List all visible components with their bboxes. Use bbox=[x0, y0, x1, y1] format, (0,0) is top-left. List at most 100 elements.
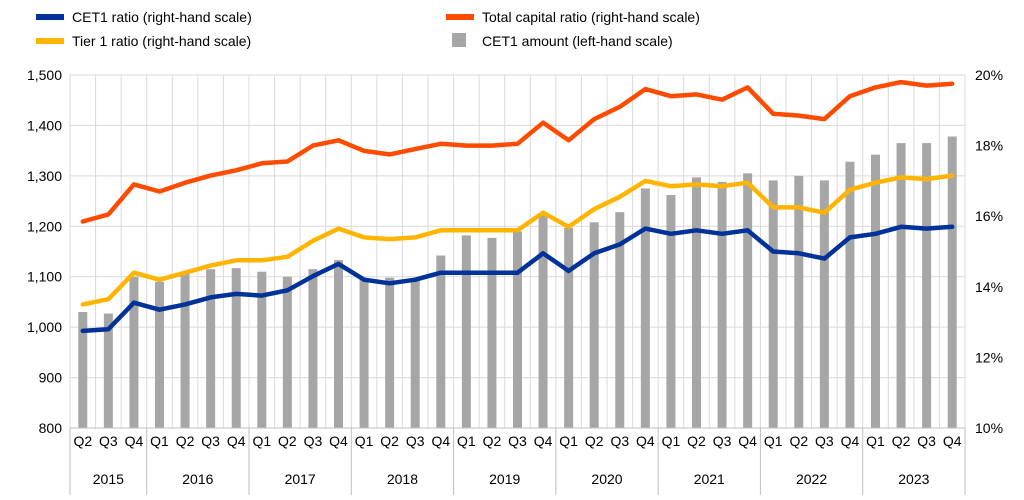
right-tick-label: 16% bbox=[975, 208, 1003, 224]
quarter-label: Q2 bbox=[176, 433, 195, 449]
bar-cet1-amount bbox=[615, 212, 625, 428]
year-label: 2016 bbox=[182, 471, 213, 487]
legend-label-tier1-ratio: Tier 1 ratio (right-hand scale) bbox=[72, 33, 251, 49]
quarter-label: Q4 bbox=[329, 433, 348, 449]
quarter-label: Q2 bbox=[892, 433, 911, 449]
bar-cet1-amount bbox=[257, 271, 267, 428]
bar-cet1-amount bbox=[206, 269, 216, 428]
legend-swatch-cet1-amount bbox=[452, 33, 466, 47]
right-tick-label: 10% bbox=[975, 420, 1003, 436]
line-tier-1-ratio bbox=[80, 173, 955, 307]
legend-swatch-tier1-ratio bbox=[36, 38, 64, 44]
quarter-label: Q1 bbox=[662, 433, 681, 449]
quarter-label: Q2 bbox=[789, 433, 808, 449]
quarter-label: Q3 bbox=[917, 433, 936, 449]
quarter-label: Q3 bbox=[99, 433, 118, 449]
legend-label-cet1-ratio: CET1 ratio (right-hand scale) bbox=[72, 9, 252, 25]
quarter-label: Q2 bbox=[73, 433, 92, 449]
bar-cet1-amount bbox=[487, 237, 497, 428]
left-tick-label: 1,100 bbox=[27, 269, 62, 285]
bar-cet1-amount bbox=[922, 143, 932, 429]
bar-cet1-amount bbox=[871, 154, 880, 429]
bar-cet1-amount bbox=[359, 279, 369, 428]
quarter-label: Q4 bbox=[636, 433, 655, 449]
quarter-label: Q4 bbox=[534, 433, 553, 449]
quarter-label: Q4 bbox=[227, 433, 246, 449]
quarter-label: Q1 bbox=[457, 433, 476, 449]
quarter-label: Q3 bbox=[406, 433, 425, 449]
quarter-label: Q3 bbox=[508, 433, 527, 449]
right-tick-label: 12% bbox=[975, 349, 1003, 365]
year-label: 2022 bbox=[796, 471, 827, 487]
bar-cet1-amount bbox=[794, 175, 804, 428]
quarter-label: Q3 bbox=[201, 433, 220, 449]
quarter-label: Q4 bbox=[125, 433, 144, 449]
legend: CET1 ratio (right-hand scale) Total capi… bbox=[36, 9, 700, 49]
left-tick-label: 900 bbox=[39, 370, 63, 386]
quarter-label: Q1 bbox=[355, 433, 374, 449]
quarter-label: Q2 bbox=[687, 433, 706, 449]
year-label: 2015 bbox=[93, 471, 124, 487]
right-tick-label: 14% bbox=[975, 279, 1003, 295]
year-label: 2020 bbox=[591, 471, 622, 487]
left-tick-label: 1,200 bbox=[27, 218, 62, 234]
bar-cet1-amount bbox=[538, 213, 548, 428]
right-tick-label: 20% bbox=[975, 67, 1003, 83]
bar-cet1-amount bbox=[640, 188, 650, 428]
bar-cet1-amount bbox=[103, 313, 113, 428]
quarter-label: Q4 bbox=[943, 433, 962, 449]
quarter-label: Q4 bbox=[738, 433, 757, 449]
bar-cet1-amount bbox=[666, 195, 676, 428]
left-tick-label: 1,000 bbox=[27, 319, 62, 335]
line-cet1-ratio bbox=[80, 224, 955, 334]
year-label: 2023 bbox=[898, 471, 929, 487]
year-label: 2018 bbox=[387, 471, 418, 487]
bar-cet1-amount bbox=[461, 235, 471, 428]
quarter-label: Q3 bbox=[815, 433, 834, 449]
bar-cet1-amount bbox=[819, 180, 829, 428]
quarter-label: Q1 bbox=[559, 433, 578, 449]
quarter-label: Q3 bbox=[610, 433, 629, 449]
bar-cet1-amount bbox=[896, 143, 906, 429]
quarter-label: Q2 bbox=[278, 433, 297, 449]
bar-cet1-amount bbox=[308, 269, 318, 428]
bar-cet1-amount bbox=[743, 173, 753, 428]
quarter-label: Q2 bbox=[380, 433, 399, 449]
year-label: 2021 bbox=[694, 471, 725, 487]
bar-cet1-amount bbox=[78, 312, 88, 428]
bar-cet1-amount bbox=[513, 231, 522, 428]
bar-cet1-amount bbox=[180, 272, 190, 428]
quarter-label: Q2 bbox=[585, 433, 604, 449]
quarter-label: Q1 bbox=[150, 433, 169, 449]
quarter-label: Q3 bbox=[713, 433, 732, 449]
quarter-label: Q4 bbox=[431, 433, 450, 449]
year-label: 2017 bbox=[285, 471, 316, 487]
quarter-label: Q1 bbox=[764, 433, 783, 449]
left-tick-label: 1,300 bbox=[27, 168, 62, 184]
legend-swatch-cet1-ratio bbox=[36, 14, 64, 20]
quarter-label: Q4 bbox=[841, 433, 860, 449]
line-total-capital-ratio bbox=[80, 79, 955, 224]
left-tick-label: 1,400 bbox=[27, 117, 62, 133]
bar-cet1-amount bbox=[385, 277, 395, 428]
bar-cet1-amount bbox=[589, 222, 599, 428]
right-tick-label: 18% bbox=[975, 138, 1003, 154]
bar-cet1-amount bbox=[129, 276, 139, 428]
bar-cet1-amount bbox=[334, 260, 343, 428]
year-label: 2019 bbox=[489, 471, 520, 487]
bar-cet1-amount bbox=[692, 177, 701, 428]
left-tick-label: 1,500 bbox=[27, 67, 62, 83]
bar-cet1-amount bbox=[436, 255, 446, 428]
legend-swatch-total-capital-ratio bbox=[446, 14, 474, 20]
bar-cet1-amount bbox=[845, 161, 855, 429]
bar-cet1-amount bbox=[231, 268, 241, 428]
bar-cet1-amount bbox=[947, 136, 957, 428]
quarter-label: Q1 bbox=[866, 433, 885, 449]
quarter-label: Q2 bbox=[483, 433, 502, 449]
bar-cet1-amount bbox=[564, 227, 574, 428]
bar-cet1-amount bbox=[410, 280, 420, 428]
quarter-label: Q3 bbox=[304, 433, 323, 449]
bar-cet1-amount bbox=[282, 276, 292, 428]
legend-label-total-capital-ratio: Total capital ratio (right-hand scale) bbox=[482, 9, 700, 25]
